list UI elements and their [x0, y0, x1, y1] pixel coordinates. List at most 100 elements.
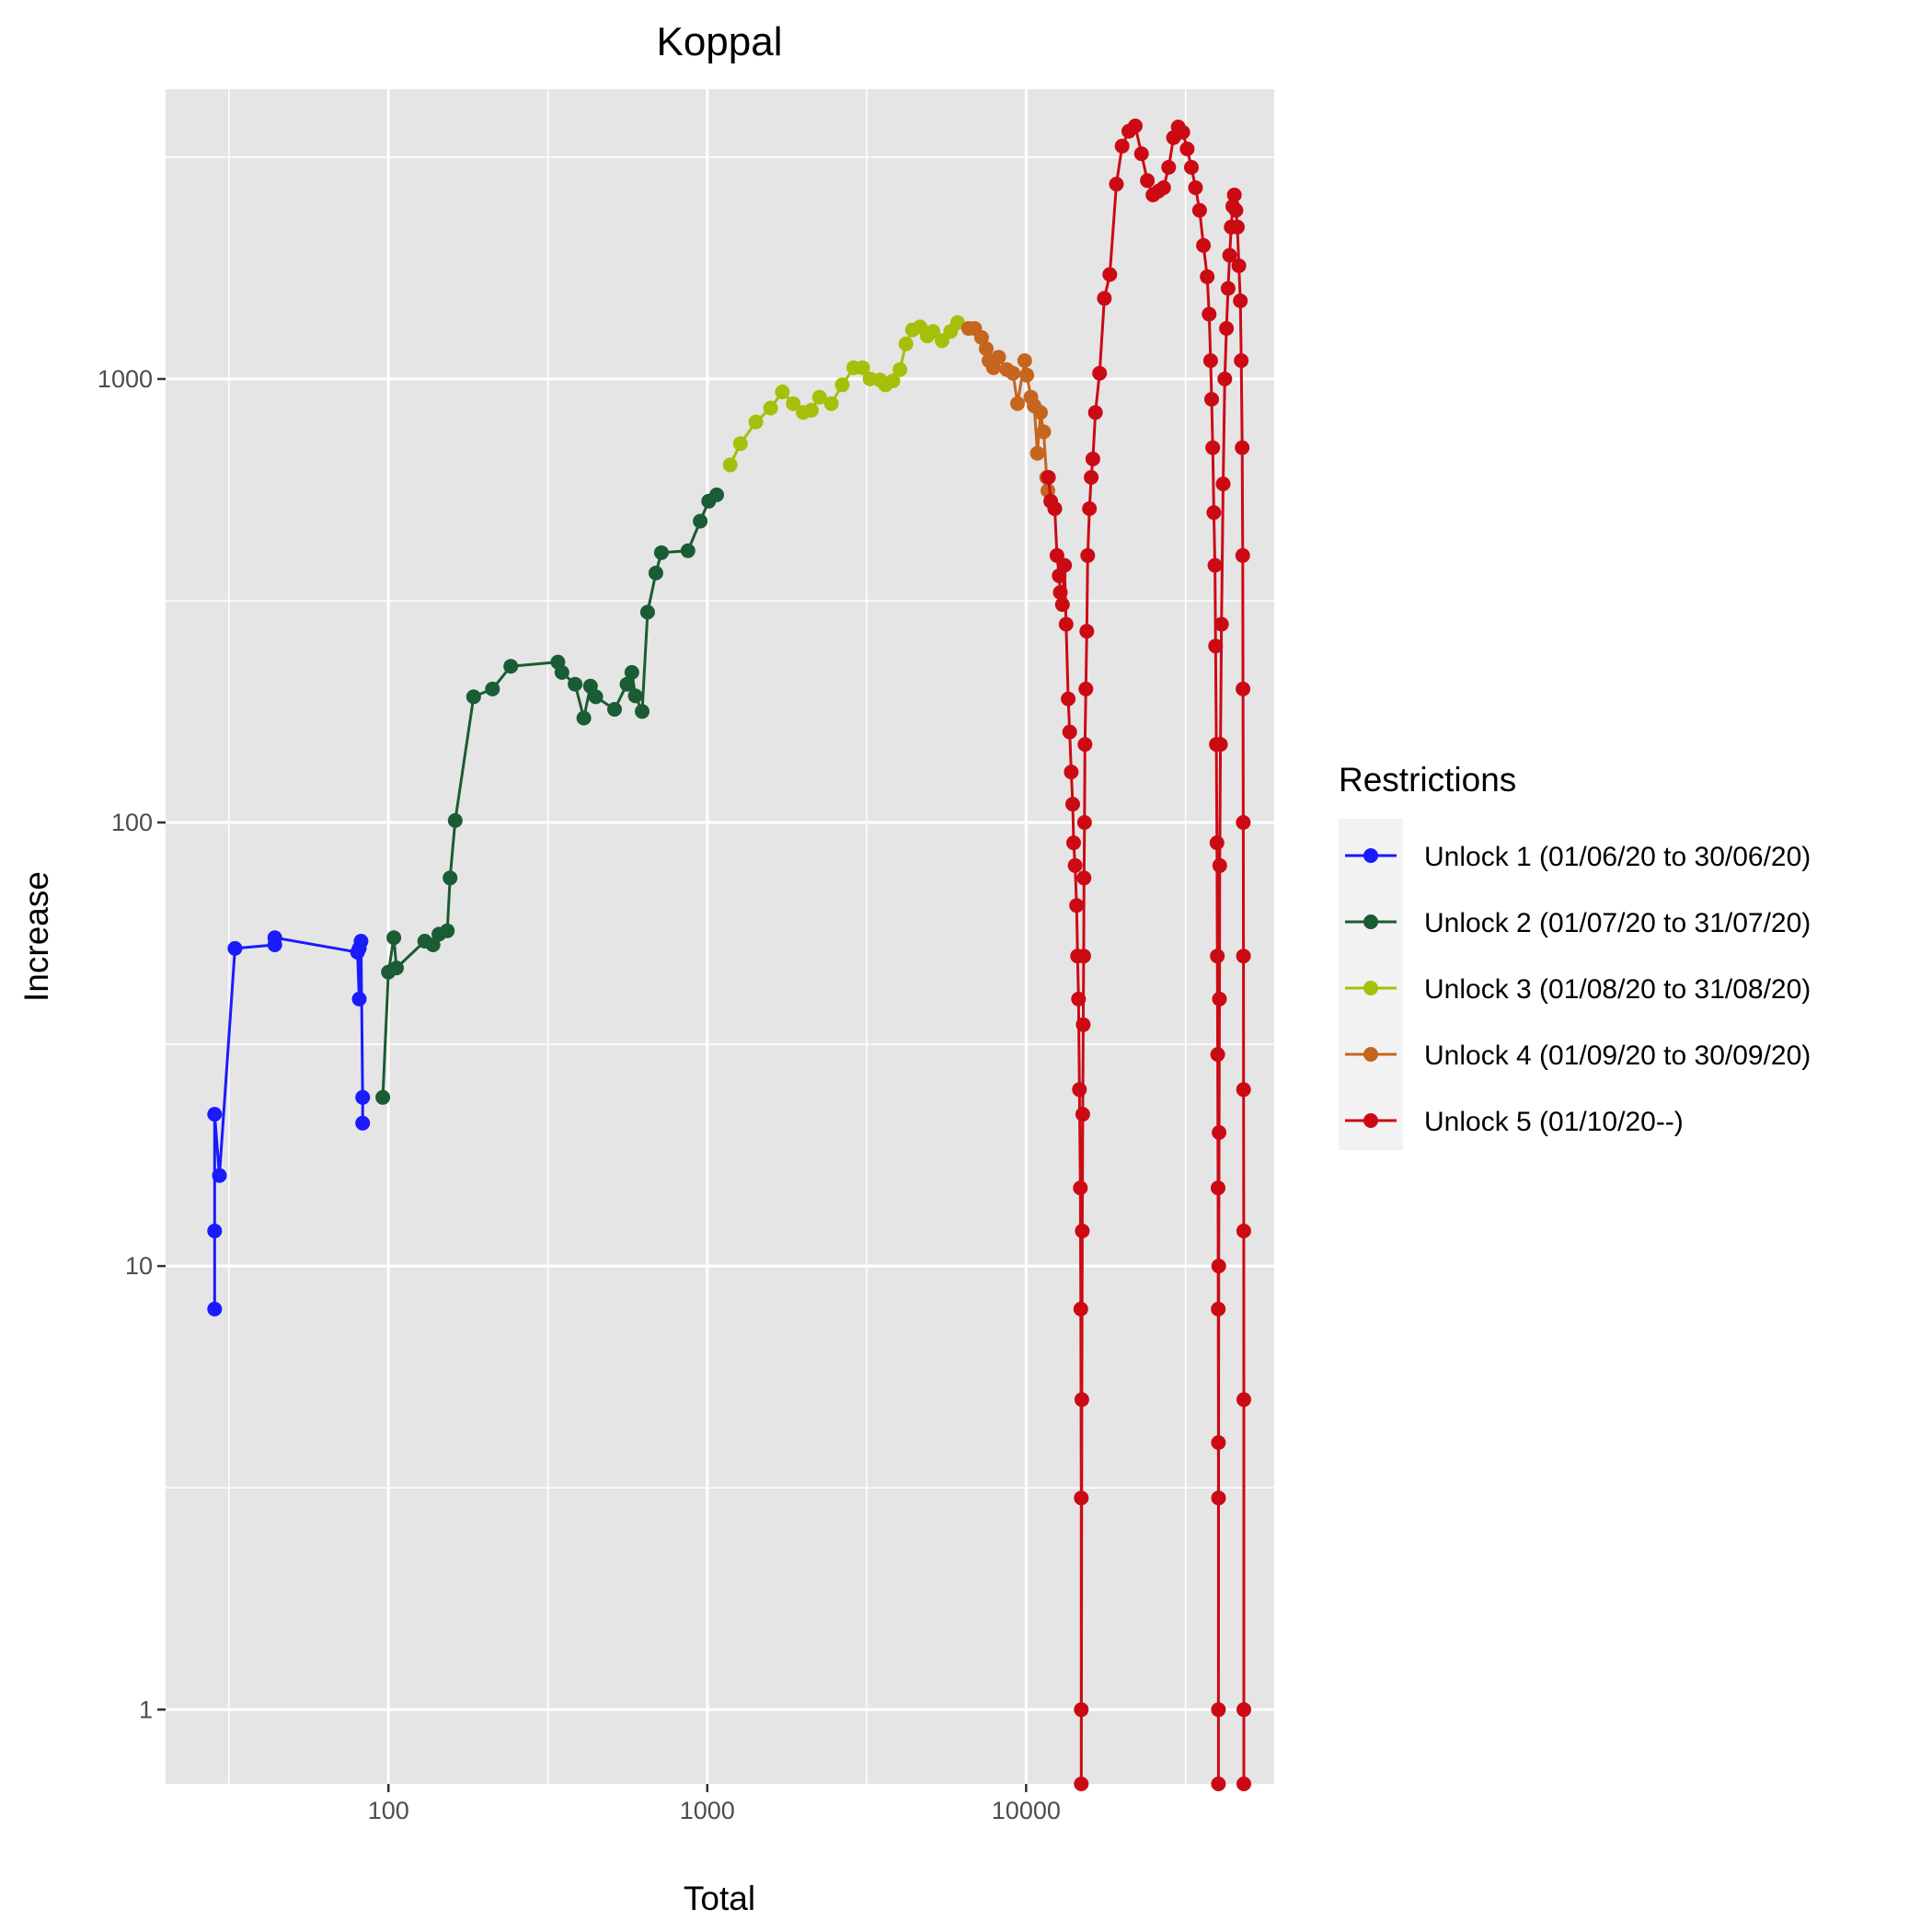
data-point: [1140, 173, 1156, 189]
data-point: [648, 565, 663, 581]
y-tick-label: 1000: [98, 365, 153, 393]
data-point: [1231, 258, 1247, 273]
data-point: [1211, 1180, 1225, 1196]
data-point: [1084, 469, 1099, 485]
data-point: [991, 350, 1006, 365]
legend-item-2: Unlock 2 (01/07/20 to 31/07/20): [1345, 908, 1811, 938]
y-tick-label: 100: [111, 809, 153, 836]
data-point: [803, 402, 819, 418]
data-point: [1210, 1047, 1225, 1063]
data-point: [503, 659, 519, 674]
data-point: [1202, 353, 1218, 368]
data-point: [1109, 177, 1124, 192]
data-point: [1213, 616, 1229, 632]
series-5: [1041, 118, 1251, 1791]
legend-item-3: Unlock 3 (01/08/20 to 31/08/20): [1345, 974, 1811, 1005]
data-point: [1211, 1301, 1226, 1317]
data-point: [1080, 547, 1096, 563]
data-point: [1200, 269, 1215, 284]
data-point: [775, 385, 790, 399]
data-point: [1036, 424, 1052, 440]
x-axis: 100 1000 10000: [368, 1784, 1061, 1824]
data-point: [1029, 445, 1045, 461]
data-point: [834, 377, 850, 393]
x-tick-label: 100: [368, 1797, 409, 1824]
data-point: [466, 689, 481, 705]
series-1: [207, 930, 371, 1317]
data-point: [554, 664, 569, 680]
data-point: [1188, 180, 1203, 195]
data-point: [898, 336, 914, 351]
data-point: [1054, 597, 1070, 613]
legend-key-point: [1363, 1047, 1378, 1062]
series-2: [375, 487, 724, 1105]
data-point: [1087, 405, 1103, 420]
data-point: [973, 329, 989, 345]
data-point: [1210, 949, 1225, 964]
data-point: [1236, 1777, 1251, 1791]
data-point: [375, 1089, 391, 1105]
data-point: [1078, 681, 1094, 696]
data-point: [212, 1167, 227, 1183]
data-point: [1061, 691, 1076, 707]
data-point: [1067, 857, 1083, 873]
data-point: [1071, 991, 1087, 1006]
data-point: [1236, 1392, 1251, 1408]
data-point: [355, 1115, 371, 1131]
data-point: [1074, 1702, 1089, 1718]
data-point: [624, 664, 639, 680]
data-point: [1204, 392, 1219, 407]
data-point: [1073, 1301, 1088, 1317]
data-point: [1226, 187, 1242, 202]
data-point: [1128, 118, 1143, 133]
data-point: [1211, 1777, 1226, 1791]
data-point: [1211, 1702, 1226, 1718]
data-point: [1075, 1107, 1090, 1122]
data-point: [979, 341, 994, 356]
data-point: [1191, 202, 1207, 218]
data-point: [447, 812, 463, 828]
legend-label: Unlock 3 (01/08/20 to 31/08/20): [1424, 974, 1811, 1005]
data-point: [1057, 558, 1073, 573]
data-point: [1184, 159, 1199, 175]
data-point: [1069, 898, 1085, 914]
data-point: [386, 930, 402, 946]
data-point: [1211, 1259, 1226, 1274]
data-point: [351, 991, 367, 1006]
data-point: [1212, 1125, 1227, 1140]
data-point: [1074, 1777, 1089, 1791]
x-tick-label: 10000: [992, 1797, 1061, 1824]
data-point: [440, 923, 455, 938]
plot-panel: [166, 89, 1274, 1784]
data-point: [1235, 440, 1250, 455]
data-point: [1082, 500, 1098, 516]
data-point: [1230, 219, 1245, 235]
legend-item-4: Unlock 4 (01/09/20 to 30/09/20): [1345, 1041, 1811, 1071]
data-point: [935, 333, 949, 349]
data-point: [763, 400, 778, 416]
data-point: [1076, 870, 1092, 886]
legend-key-point: [1363, 1113, 1378, 1128]
data-point: [1075, 949, 1091, 964]
data-point: [1236, 681, 1251, 696]
data-point: [1236, 1082, 1251, 1098]
legend-title: Restrictions: [1339, 761, 1516, 799]
legend-item-1: Unlock 1 (01/06/20 to 30/06/20): [1345, 842, 1811, 872]
data-point: [207, 1224, 223, 1238]
data-point: [1236, 815, 1251, 830]
data-point: [1085, 451, 1100, 466]
data-point: [1196, 237, 1212, 253]
data-point: [1076, 815, 1092, 830]
data-point: [885, 374, 901, 388]
data-point: [1211, 1435, 1226, 1450]
data-point: [607, 702, 622, 717]
data-point: [1102, 267, 1118, 282]
data-point: [639, 604, 655, 620]
data-point: [627, 688, 643, 704]
data-point: [1236, 1224, 1251, 1238]
data-point: [1212, 857, 1227, 873]
data-point: [1234, 353, 1249, 368]
data-point: [709, 487, 724, 502]
data-point: [1133, 146, 1149, 162]
